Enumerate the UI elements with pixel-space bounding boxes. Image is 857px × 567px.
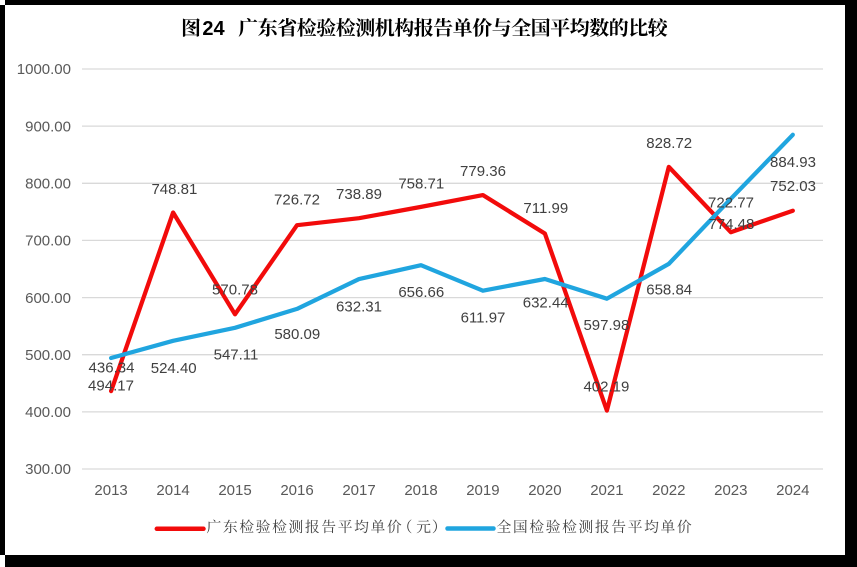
svg-text:1000.00: 1000.00 — [17, 61, 71, 78]
svg-text:2015: 2015 — [218, 482, 251, 499]
svg-text:722.77: 722.77 — [708, 194, 754, 211]
svg-text:828.72: 828.72 — [646, 135, 692, 152]
svg-text:2014: 2014 — [156, 482, 189, 499]
svg-text:494.17: 494.17 — [88, 377, 134, 394]
svg-text:758.71: 758.71 — [398, 176, 444, 193]
svg-text:600.00: 600.00 — [25, 290, 71, 307]
svg-text:570.78: 570.78 — [212, 281, 258, 298]
svg-text:726.72: 726.72 — [274, 192, 320, 209]
svg-text:2021: 2021 — [590, 482, 623, 499]
svg-text:632.44: 632.44 — [523, 295, 569, 312]
svg-text:2013: 2013 — [94, 482, 127, 499]
svg-text:400.00: 400.00 — [25, 404, 71, 421]
svg-text:611.97: 611.97 — [461, 310, 506, 327]
svg-text:748.81: 748.81 — [151, 181, 197, 198]
svg-text:900.00: 900.00 — [25, 118, 71, 135]
svg-text:580.09: 580.09 — [274, 326, 320, 343]
svg-text:884.93: 884.93 — [770, 154, 816, 171]
svg-text:2024: 2024 — [776, 482, 809, 499]
svg-text:597.98: 597.98 — [583, 317, 629, 334]
svg-text:2017: 2017 — [342, 482, 375, 499]
svg-text:700.00: 700.00 — [25, 233, 71, 250]
svg-text:2016: 2016 — [280, 482, 313, 499]
svg-text:774.48: 774.48 — [708, 216, 754, 233]
svg-text:500.00: 500.00 — [25, 347, 71, 364]
svg-text:436.34: 436.34 — [89, 359, 135, 376]
svg-text:2022: 2022 — [652, 482, 685, 499]
svg-text:632.31: 632.31 — [336, 298, 382, 315]
svg-text:547.11: 547.11 — [214, 346, 259, 363]
svg-text:658.84: 658.84 — [646, 282, 692, 299]
svg-text:300.00: 300.00 — [25, 461, 71, 478]
svg-text:2019: 2019 — [466, 482, 499, 499]
svg-text:2023: 2023 — [714, 482, 747, 499]
svg-text:779.36: 779.36 — [460, 163, 506, 180]
svg-text:711.99: 711.99 — [523, 200, 568, 217]
svg-text:524.40: 524.40 — [151, 360, 197, 377]
svg-text:24: 24 — [202, 18, 225, 40]
svg-text:2018: 2018 — [404, 482, 437, 499]
svg-text:738.89: 738.89 — [336, 186, 382, 203]
svg-text:2020: 2020 — [528, 482, 561, 499]
svg-text:752.03: 752.03 — [770, 178, 816, 195]
svg-text:800.00: 800.00 — [25, 176, 71, 193]
svg-text:656.66: 656.66 — [398, 284, 444, 301]
svg-text:402.19: 402.19 — [583, 378, 629, 395]
